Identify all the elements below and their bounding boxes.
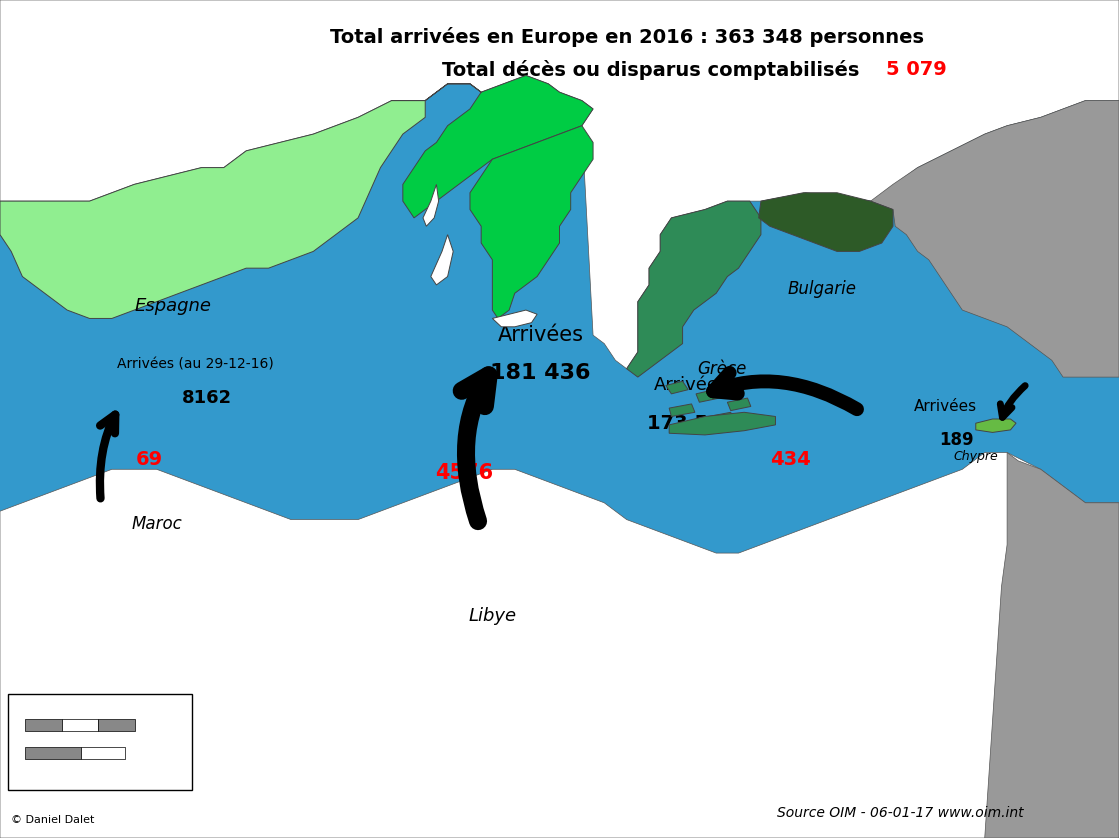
Polygon shape xyxy=(470,126,593,318)
Text: Maroc: Maroc xyxy=(131,515,182,533)
Polygon shape xyxy=(727,398,751,411)
Text: Libye: Libye xyxy=(468,607,517,625)
Polygon shape xyxy=(759,193,893,251)
Polygon shape xyxy=(985,453,1119,838)
Polygon shape xyxy=(669,404,695,416)
Text: Arrivées (au 29-12-16): Arrivées (au 29-12-16) xyxy=(117,358,274,371)
Text: 8162: 8162 xyxy=(182,389,232,407)
Polygon shape xyxy=(871,101,1119,377)
Text: 69: 69 xyxy=(135,450,162,468)
Polygon shape xyxy=(666,381,688,394)
Polygon shape xyxy=(0,101,425,318)
Text: 189: 189 xyxy=(940,431,974,449)
Text: 500 km: 500 km xyxy=(77,704,120,714)
Polygon shape xyxy=(627,201,761,377)
Text: Arrivées: Arrivées xyxy=(655,376,728,395)
Text: Chypre: Chypre xyxy=(953,450,998,463)
Polygon shape xyxy=(423,184,439,226)
Text: 434: 434 xyxy=(770,450,810,468)
Text: 173 561: 173 561 xyxy=(648,414,735,432)
Text: 5 079: 5 079 xyxy=(886,60,947,80)
Text: Arrivées: Arrivées xyxy=(498,325,583,345)
Text: Arrivées: Arrivées xyxy=(914,399,977,414)
Polygon shape xyxy=(492,310,537,327)
Text: Total arrivées en Europe en 2016 : 363 348 personnes: Total arrivées en Europe en 2016 : 363 3… xyxy=(330,27,923,47)
Polygon shape xyxy=(669,412,775,435)
Polygon shape xyxy=(708,412,734,425)
Text: © Daniel Dalet: © Daniel Dalet xyxy=(11,815,95,825)
Polygon shape xyxy=(696,390,720,402)
Text: Bulgarie: Bulgarie xyxy=(788,280,857,298)
Text: 4576: 4576 xyxy=(435,463,493,484)
Polygon shape xyxy=(392,75,593,218)
Text: 300 mi: 300 mi xyxy=(79,764,117,774)
Text: Grèce: Grèce xyxy=(697,360,746,378)
Polygon shape xyxy=(0,0,1119,369)
Polygon shape xyxy=(0,453,1119,838)
Text: Espagne: Espagne xyxy=(135,297,211,315)
Text: Italie: Italie xyxy=(487,230,532,248)
Polygon shape xyxy=(431,235,453,285)
Text: Total décès ou disparus comptabilisés: Total décès ou disparus comptabilisés xyxy=(442,60,866,80)
Text: 181 436: 181 436 xyxy=(490,363,591,383)
Polygon shape xyxy=(976,419,1016,432)
FancyBboxPatch shape xyxy=(8,694,192,790)
Text: Source OIM - 06-01-17 www.oim.int: Source OIM - 06-01-17 www.oim.int xyxy=(778,805,1024,820)
